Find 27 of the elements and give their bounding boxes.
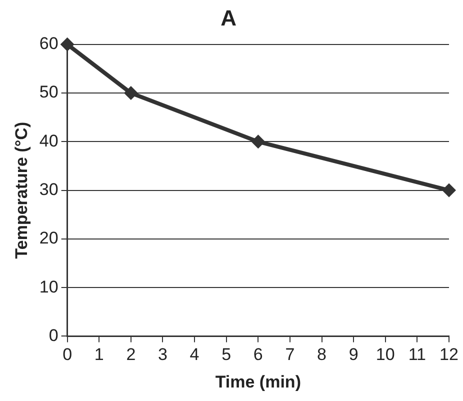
- chart-title: A: [220, 5, 237, 30]
- y-tick-label: 50: [39, 82, 58, 102]
- x-tick-label: 5: [222, 345, 232, 364]
- point: [442, 183, 456, 198]
- y-tick-label: 60: [39, 34, 58, 54]
- x-tick-label: 10: [376, 345, 395, 364]
- y-tick-label: 10: [39, 277, 58, 296]
- x-tick-label: 1: [94, 345, 104, 364]
- x-tick-label: 8: [317, 345, 327, 364]
- x-tick-label: 3: [158, 345, 168, 364]
- point: [251, 134, 266, 149]
- x-tick-label: 12: [440, 345, 458, 364]
- x-tick-label: 11: [408, 345, 426, 364]
- y-tick-label: 30: [39, 180, 58, 199]
- x-tick-label: 0: [62, 345, 72, 364]
- point: [124, 86, 138, 100]
- point: [60, 37, 74, 52]
- x-tick-label: 7: [285, 345, 295, 364]
- y-axis-title: Temperature (°C): [12, 122, 31, 259]
- y-tick-label: 20: [39, 228, 58, 248]
- x-tick-label: 2: [126, 345, 136, 364]
- x-axis-title: Time (min): [215, 372, 301, 392]
- x-tick-label: 9: [348, 345, 358, 364]
- y-tick-label: 40: [39, 131, 58, 150]
- x-tick-label: 6: [253, 345, 263, 364]
- x-tick-label: 4: [190, 345, 200, 364]
- y-tick-label: 0: [48, 326, 58, 345]
